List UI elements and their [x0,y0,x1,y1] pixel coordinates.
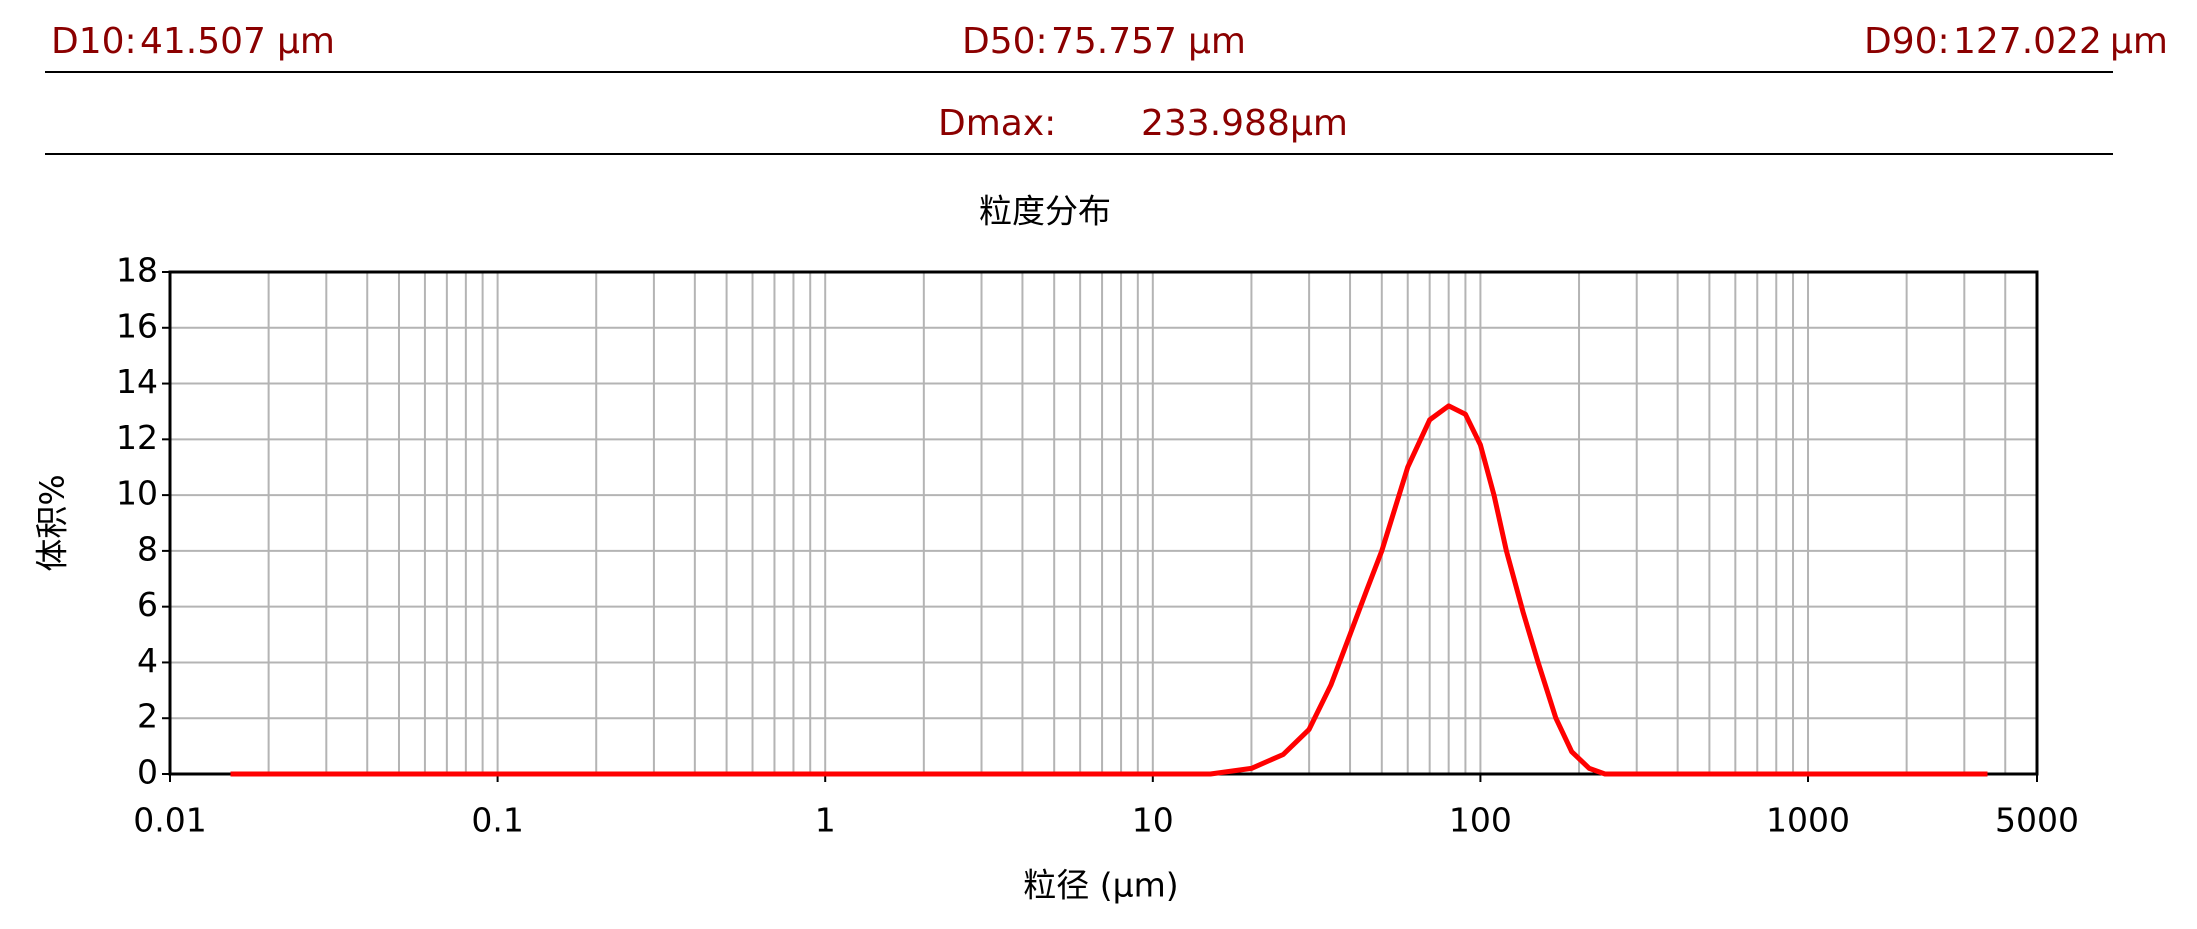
y-tick-label: 6 [137,585,158,624]
y-tick-label: 10 [116,474,158,513]
x-tick-label: 0.01 [133,801,206,840]
y-axis-label: 体积% [33,474,72,571]
d10-label: D10: [51,21,137,62]
y-tick-label: 12 [116,418,158,457]
d90-label: D90: [1864,21,1950,62]
d90-value: 127.022 [1953,21,2102,62]
d90-unit: μm [2110,21,2168,62]
d10-value: 41.507 [140,21,266,62]
chart-title: 粒度分布 [979,192,1111,231]
x-tick-label: 0.1 [471,801,523,840]
x-axis-label: 粒径 (μm) [1023,866,1178,905]
d50-unit: μm [1188,21,1246,62]
y-tick-label: 2 [137,697,158,736]
dmax-unit: μm [1290,103,1348,144]
d50-value: 75.757 [1051,21,1177,62]
distribution-line [230,403,1988,777]
x-tick-label: 1 [815,801,836,840]
dmax-label: Dmax: [938,103,1056,144]
x-tick-label: 10 [1132,801,1174,840]
y-tick-label: 16 [116,306,158,345]
y-tick-label: 14 [116,362,158,401]
dmax-value: 233.988 [1141,103,1290,144]
y-tick-label: 18 [116,251,158,290]
y-tick-label: 8 [137,529,158,568]
d10-unit: μm [277,21,335,62]
d50-label: D50: [962,21,1048,62]
x-tick-label: 100 [1449,801,1512,840]
y-tick-label: 0 [137,753,158,792]
y-tick-label: 4 [137,641,158,680]
x-tick-label: 1000 [1766,801,1850,840]
x-tick-label: 5000 [1995,801,2079,840]
